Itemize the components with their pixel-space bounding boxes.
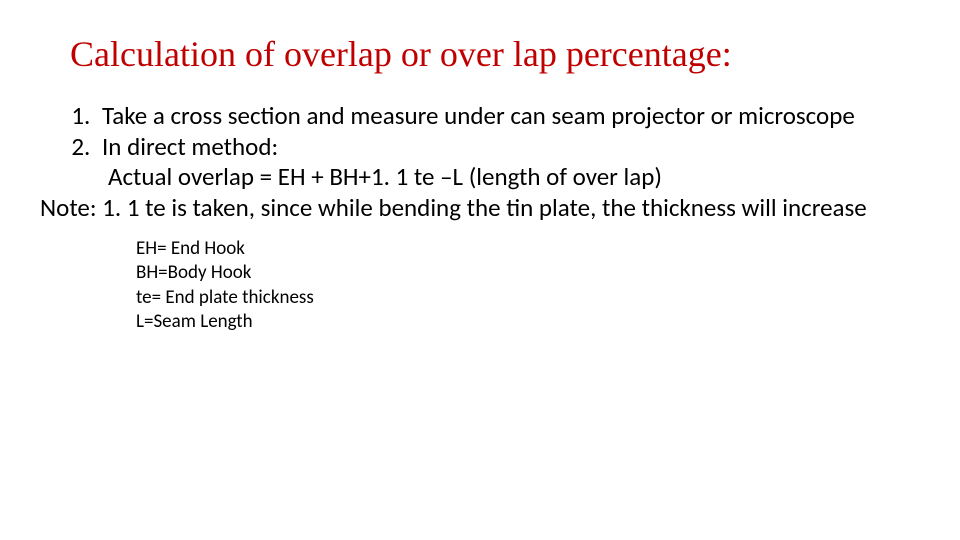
slide: Calculation of overlap or over lap perce… bbox=[0, 0, 960, 540]
slide-title: Calculation of overlap or over lap perce… bbox=[70, 32, 890, 77]
list-item-text: In direct method: bbox=[102, 131, 278, 162]
list-item: Take a cross section and measure under c… bbox=[96, 101, 920, 132]
definitions-block: EH= End Hook BH=Body Hook te= End plate … bbox=[136, 237, 920, 334]
definition-bh: BH=Body Hook bbox=[136, 261, 920, 285]
numbered-list: Take a cross section and measure under c… bbox=[40, 101, 920, 162]
list-item: In direct method: bbox=[96, 132, 920, 163]
formula-line: Actual overlap = EH + BH+1. 1 te –L (len… bbox=[108, 162, 920, 193]
definition-eh: EH= End Hook bbox=[136, 237, 920, 261]
definition-te: te= End plate thickness bbox=[136, 286, 920, 310]
definition-l: L=Seam Length bbox=[136, 310, 920, 334]
note-line: Note: 1. 1 te is taken, since while bend… bbox=[40, 193, 920, 224]
list-item-text: Take a cross section and measure under c… bbox=[102, 100, 855, 131]
body-content: Take a cross section and measure under c… bbox=[40, 101, 920, 334]
